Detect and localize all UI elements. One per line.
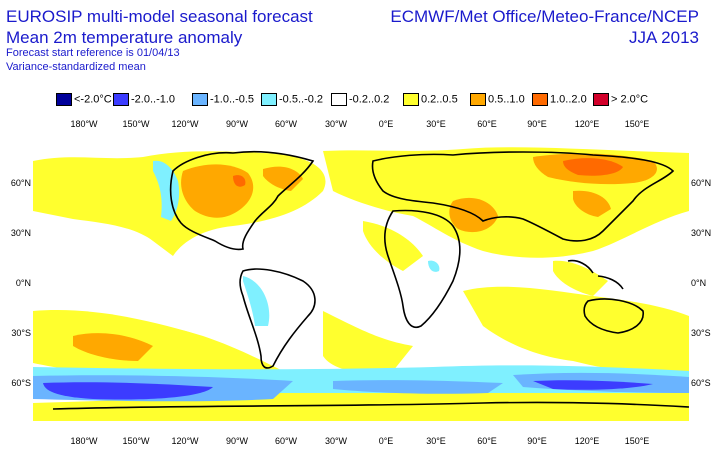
legend-item: -1.0..-0.5 — [192, 93, 254, 107]
lat-label-right: 60°S — [691, 378, 711, 388]
lat-label-left: 60°S — [11, 378, 31, 388]
lon-label-top: 120°E — [574, 119, 600, 129]
lat-label-right: 30°S — [691, 328, 711, 338]
anomaly-dark-orange — [233, 158, 623, 187]
lon-label-bottom: 30°E — [426, 436, 446, 446]
legend-label: 0.5..1.0 — [488, 93, 525, 106]
legend-swatch — [593, 93, 609, 106]
lon-label-bottom: 60°W — [274, 436, 298, 446]
legend-swatch — [56, 93, 72, 106]
start-reference: Forecast start reference is 01/04/13 — [6, 47, 180, 59]
legend-item: > 2.0°C — [593, 93, 648, 107]
lon-label-top: 60°W — [274, 119, 298, 129]
legend-item: -0.2..0.2 — [331, 93, 389, 107]
lon-label-top: 90°W — [225, 119, 249, 129]
legend-label: -0.5..-0.2 — [279, 93, 324, 106]
anomaly-blue — [43, 380, 653, 400]
legend-label: 0.2..0.5 — [421, 93, 458, 106]
lon-label-bottom: 180°W — [70, 436, 98, 446]
legend-label: 1.0..2.0 — [550, 93, 587, 106]
legend-item: 0.2..0.5 — [403, 93, 458, 107]
legend-swatch — [403, 93, 419, 106]
lon-label-top: 30°E — [426, 119, 446, 129]
lat-label-right: 30°N — [691, 228, 712, 238]
lon-label-bottom: 90°E — [527, 436, 547, 446]
legend-swatch — [192, 93, 208, 106]
lat-label-left: 60°N — [10, 178, 31, 188]
lat-label-left: 30°N — [10, 228, 31, 238]
lon-label-bottom: 30°W — [324, 436, 348, 446]
centres-label: ECMWF/Met Office/Meteo-France/NCEP — [390, 7, 699, 26]
legend-label: > 2.0°C — [611, 93, 649, 106]
legend-item: 1.0..2.0 — [532, 93, 587, 107]
lon-label-bottom: 150°E — [624, 436, 650, 446]
lon-label-top: 0°E — [378, 119, 394, 129]
legend-item: 0.5..1.0 — [470, 93, 525, 107]
lon-label-bottom: 0°E — [378, 436, 394, 446]
lon-label-top: 60°E — [477, 119, 497, 129]
lat-label-right: 60°N — [691, 178, 712, 188]
lon-label-bottom: 120°W — [171, 436, 199, 446]
coastlines — [52, 150, 690, 410]
lon-label-top: 180°W — [70, 119, 98, 129]
anomaly-map — [33, 131, 690, 431]
legend-swatch — [470, 93, 486, 106]
lon-label-top: 120°W — [171, 119, 199, 129]
legend-swatch — [532, 93, 548, 106]
legend-item: -0.5..-0.2 — [261, 93, 323, 107]
lat-label-left: 0°N — [15, 278, 31, 288]
title-line-1: EUROSIP multi-model seasonal forecast — [6, 7, 313, 26]
lon-label-top: 90°E — [527, 119, 547, 129]
legend-swatch — [113, 93, 129, 106]
season-label: JJA 2013 — [629, 28, 699, 47]
lat-label-left: 30°S — [11, 328, 31, 338]
lon-label-top: 30°W — [324, 119, 348, 129]
legend-swatch — [331, 93, 347, 106]
legend-label: -0.2..0.2 — [349, 93, 390, 106]
lon-label-top: 150°W — [122, 119, 150, 129]
lon-label-bottom: 90°W — [225, 436, 249, 446]
legend-item: -2.0..-1.0 — [113, 93, 175, 107]
legend-label: -1.0..-0.5 — [210, 93, 255, 106]
lon-label-bottom: 150°W — [122, 436, 150, 446]
lon-label-top: 150°E — [624, 119, 650, 129]
lon-label-bottom: 60°E — [477, 436, 497, 446]
legend-label: -2.0..-1.0 — [131, 93, 176, 106]
lon-label-bottom: 120°E — [574, 436, 600, 446]
legend-label: <-2.0°C — [74, 93, 112, 106]
lat-label-right: 0°N — [691, 278, 707, 288]
normalization-note: Variance-standardized mean — [6, 61, 146, 73]
legend-item: <-2.0°C — [56, 93, 112, 107]
legend-swatch — [261, 93, 277, 106]
title-line-2: Mean 2m temperature anomaly — [6, 28, 243, 47]
